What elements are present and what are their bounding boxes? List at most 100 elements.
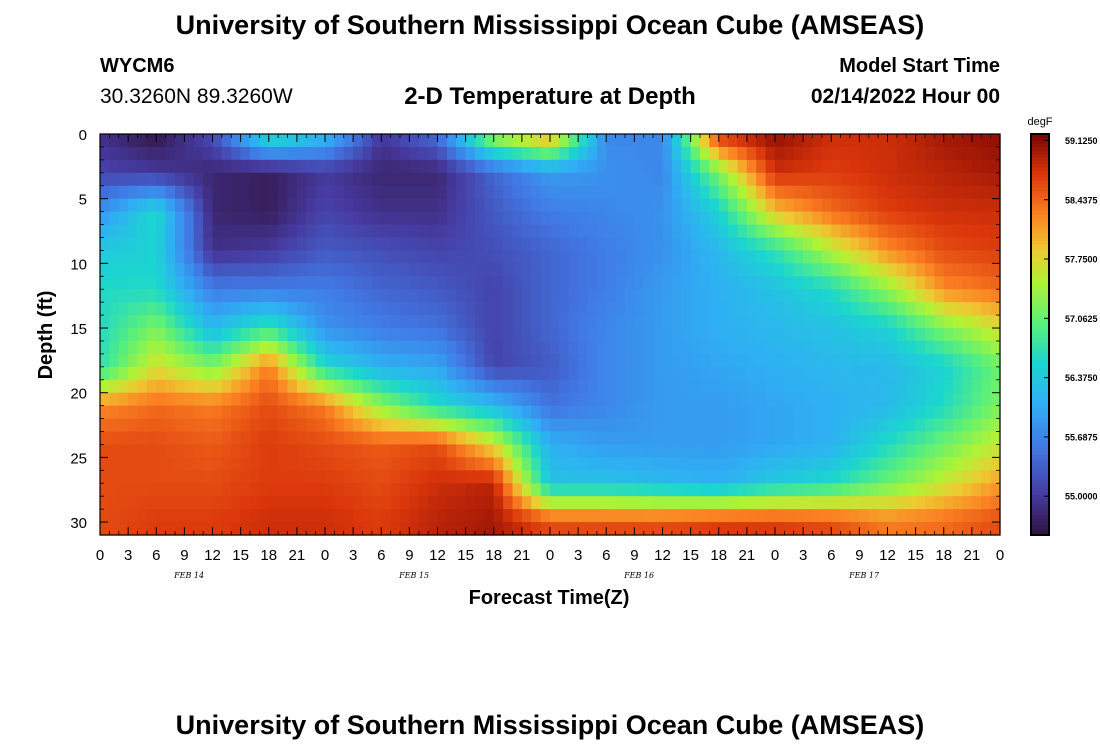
heatmap-cell bbox=[962, 224, 973, 239]
heatmap-cell bbox=[512, 457, 523, 471]
heatmap-cell bbox=[268, 483, 279, 497]
heatmap-cell bbox=[559, 315, 570, 329]
heatmap-cell bbox=[671, 276, 682, 290]
heatmap-cell bbox=[793, 470, 804, 484]
heatmap-cell bbox=[606, 302, 617, 316]
heatmap-cell bbox=[550, 353, 560, 368]
heatmap-cell bbox=[596, 134, 607, 148]
heatmap-cell bbox=[821, 457, 832, 471]
heatmap-cell bbox=[746, 276, 757, 290]
heatmap-cell bbox=[287, 444, 298, 458]
heatmap-cell bbox=[643, 483, 654, 497]
heatmap-cell bbox=[325, 483, 335, 497]
colorbar: 59.125058.437557.750057.062556.375055.68… bbox=[1030, 133, 1098, 536]
heatmap-cell bbox=[175, 392, 185, 407]
heatmap-cell bbox=[259, 379, 270, 394]
heatmap-cell bbox=[362, 457, 373, 471]
heatmap-cell bbox=[671, 366, 682, 381]
colorbar-segment bbox=[1031, 428, 1049, 433]
colorbar-segment bbox=[1031, 207, 1049, 212]
heatmap-cell bbox=[418, 263, 429, 277]
heatmap-cell bbox=[662, 340, 673, 355]
heatmap-cell bbox=[643, 224, 654, 239]
heatmap-cell bbox=[887, 509, 898, 523]
heatmap-cell bbox=[371, 379, 382, 394]
heatmap-cell bbox=[418, 418, 429, 433]
heatmap-cell bbox=[821, 134, 832, 148]
heatmap-cell bbox=[184, 276, 195, 290]
colorbar-segment bbox=[1031, 408, 1049, 412]
heatmap-cell bbox=[146, 224, 157, 239]
heatmap-cell bbox=[746, 444, 757, 458]
heatmap-cell bbox=[493, 457, 504, 471]
heatmap-cell bbox=[484, 353, 495, 368]
heatmap-cell bbox=[128, 470, 139, 484]
heatmap-cell bbox=[221, 366, 232, 381]
colorbar-segment bbox=[1031, 528, 1049, 533]
heatmap-cell bbox=[259, 237, 270, 252]
heatmap-cell bbox=[334, 172, 345, 187]
colorbar-segment bbox=[1031, 374, 1049, 379]
heatmap-cell bbox=[765, 522, 776, 536]
heatmap-cell bbox=[503, 224, 514, 239]
heatmap-cell bbox=[746, 379, 757, 394]
heatmap-cell bbox=[803, 172, 814, 187]
heatmap-cell bbox=[550, 405, 560, 420]
heatmap-cell bbox=[193, 366, 204, 381]
heatmap-cell bbox=[550, 496, 560, 510]
heatmap-cell bbox=[859, 237, 870, 252]
heatmap-cell bbox=[456, 185, 467, 200]
heatmap-cell bbox=[718, 315, 729, 329]
heatmap-cell bbox=[925, 172, 935, 187]
heatmap-cell bbox=[250, 509, 260, 523]
heatmap-cell bbox=[596, 444, 607, 458]
heatmap-cell bbox=[465, 134, 476, 148]
heatmap-cell bbox=[868, 302, 879, 316]
heatmap-cell bbox=[737, 392, 748, 407]
heatmap-cell bbox=[100, 483, 110, 497]
heatmap-cell bbox=[203, 172, 214, 187]
heatmap-cell bbox=[381, 379, 392, 394]
heatmap-cell bbox=[625, 302, 635, 316]
heatmap-cell bbox=[550, 328, 560, 342]
heatmap-cell bbox=[315, 250, 326, 264]
heatmap-cell bbox=[128, 483, 139, 497]
heatmap-cell bbox=[596, 366, 607, 381]
heatmap-cell bbox=[362, 522, 373, 536]
heatmap-cell bbox=[100, 263, 110, 277]
heatmap-cell bbox=[990, 172, 1001, 187]
heatmap-cell bbox=[878, 237, 889, 252]
heatmap-cell bbox=[746, 366, 757, 381]
heatmap-cell bbox=[953, 134, 964, 148]
heatmap-cell bbox=[137, 328, 148, 342]
heatmap-cell bbox=[981, 211, 992, 226]
heatmap-cell bbox=[278, 315, 289, 329]
heatmap-cell bbox=[653, 211, 664, 226]
heatmap-cell bbox=[287, 134, 298, 148]
heatmap-cell bbox=[184, 509, 195, 523]
heatmap-cell bbox=[212, 289, 223, 303]
heatmap-cell bbox=[671, 302, 682, 316]
heatmap-cell bbox=[625, 392, 635, 407]
heatmap-cell bbox=[456, 366, 467, 381]
heatmap-cell bbox=[643, 198, 654, 213]
heatmap-cell bbox=[971, 340, 982, 355]
heatmap-cell bbox=[128, 198, 139, 213]
heatmap-cell bbox=[287, 302, 298, 316]
colorbar-segment bbox=[1031, 254, 1049, 259]
heatmap-cell bbox=[137, 134, 148, 148]
heatmap-cell bbox=[212, 263, 223, 277]
heatmap-cell bbox=[362, 224, 373, 239]
heatmap-cell bbox=[484, 470, 495, 484]
heatmap-cell bbox=[325, 418, 335, 433]
heatmap-cell bbox=[128, 250, 139, 264]
heatmap-cell bbox=[615, 340, 626, 355]
heatmap-cell bbox=[906, 185, 917, 200]
heatmap-cell bbox=[634, 483, 645, 497]
heatmap-cell bbox=[784, 522, 795, 536]
heatmap-cell bbox=[587, 315, 598, 329]
heatmap-cell bbox=[409, 470, 420, 484]
heatmap-cell bbox=[268, 276, 279, 290]
heatmap-cell bbox=[634, 444, 645, 458]
heatmap-cell bbox=[821, 198, 832, 213]
